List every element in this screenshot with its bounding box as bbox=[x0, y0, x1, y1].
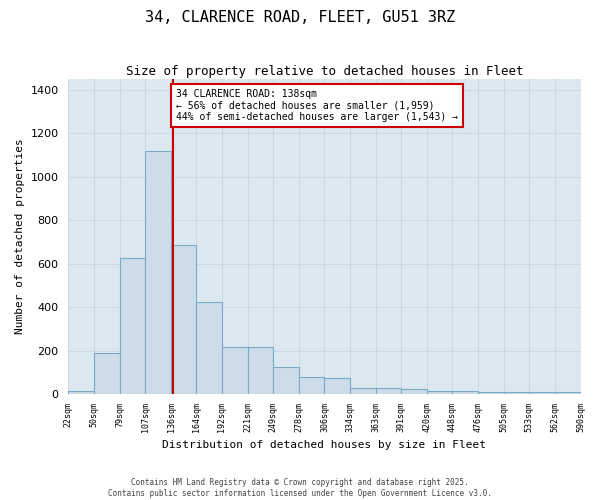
Bar bbox=[427, 392, 452, 394]
Bar bbox=[248, 348, 273, 394]
Bar bbox=[555, 392, 581, 394]
Bar bbox=[196, 302, 221, 394]
X-axis label: Distribution of detached houses by size in Fleet: Distribution of detached houses by size … bbox=[163, 440, 487, 450]
Bar bbox=[504, 392, 529, 394]
Bar bbox=[221, 348, 248, 394]
Bar bbox=[171, 246, 196, 394]
Bar bbox=[120, 258, 145, 394]
Bar bbox=[478, 392, 504, 394]
Text: 34 CLARENCE ROAD: 138sqm
← 56% of detached houses are smaller (1,959)
44% of sem: 34 CLARENCE ROAD: 138sqm ← 56% of detach… bbox=[176, 88, 458, 122]
Bar bbox=[299, 376, 325, 394]
Bar bbox=[273, 367, 299, 394]
Bar bbox=[94, 353, 120, 394]
Bar bbox=[68, 391, 94, 394]
Bar bbox=[452, 392, 478, 394]
Title: Size of property relative to detached houses in Fleet: Size of property relative to detached ho… bbox=[126, 65, 523, 78]
Bar bbox=[401, 390, 427, 394]
Bar bbox=[350, 388, 376, 394]
Text: 34, CLARENCE ROAD, FLEET, GU51 3RZ: 34, CLARENCE ROAD, FLEET, GU51 3RZ bbox=[145, 10, 455, 25]
Y-axis label: Number of detached properties: Number of detached properties bbox=[15, 138, 25, 334]
Bar bbox=[325, 378, 350, 394]
Bar bbox=[529, 392, 555, 394]
Bar bbox=[376, 388, 401, 394]
Text: Contains HM Land Registry data © Crown copyright and database right 2025.
Contai: Contains HM Land Registry data © Crown c… bbox=[108, 478, 492, 498]
Bar bbox=[145, 151, 171, 394]
